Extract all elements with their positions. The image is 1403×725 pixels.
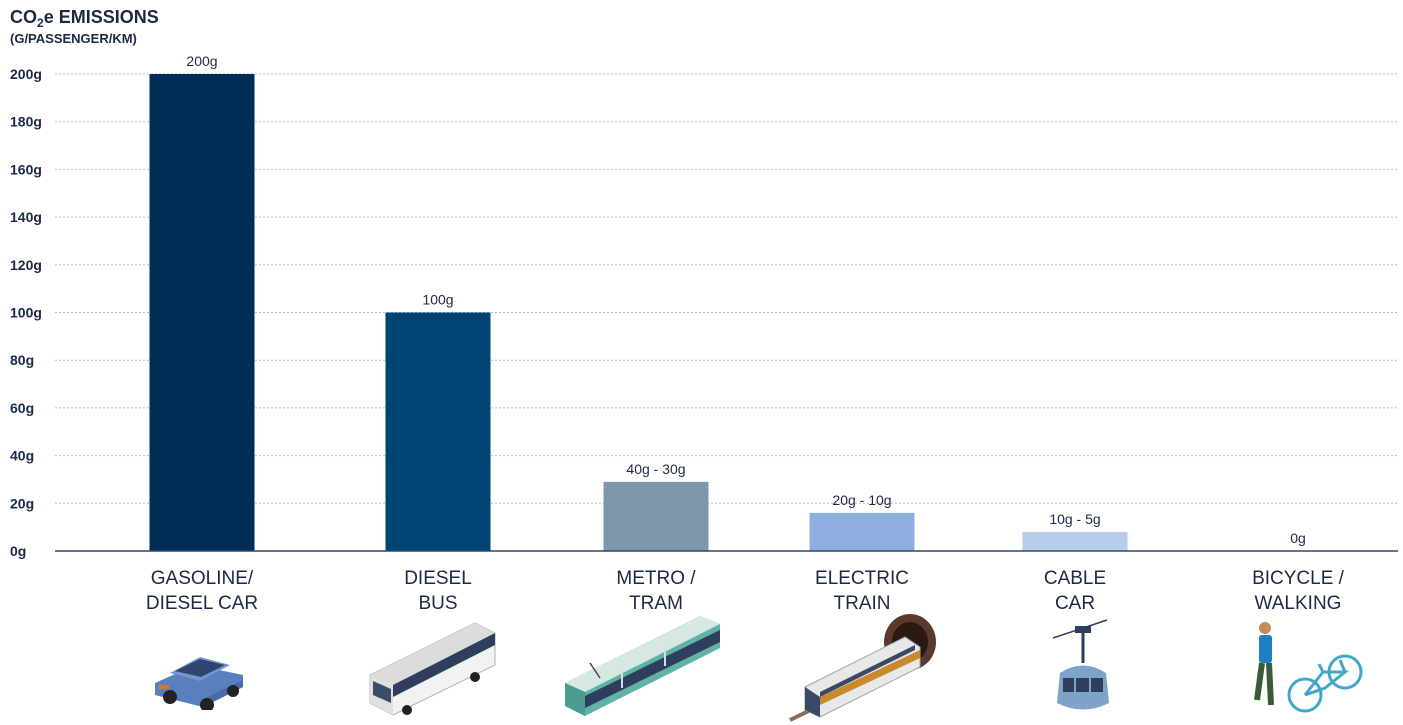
x-category-label: DIESEL (404, 568, 472, 589)
data-label: 40g - 30g (626, 461, 685, 477)
tram-icon (565, 616, 720, 716)
bar (603, 481, 709, 551)
y-tick-label: 100g (10, 305, 42, 321)
x-category-label: WALKING (1255, 593, 1342, 614)
bar (1022, 531, 1128, 551)
x-category-label: TRAM (629, 593, 683, 614)
bar (385, 312, 491, 551)
title-subscript: 2 (37, 16, 44, 30)
data-label: 10g - 5g (1049, 511, 1100, 527)
pedestrian-bicycle-icon (1254, 622, 1363, 713)
y-tick-label: 0g (10, 543, 26, 559)
y-tick-label: 200g (10, 66, 42, 82)
x-category-label: BICYCLE / (1252, 568, 1345, 589)
x-category-label: GASOLINE/ (151, 568, 254, 589)
x-category-label: ELECTRIC (815, 568, 909, 589)
y-tick-label: 40g (10, 448, 34, 464)
x-category-label: BUS (418, 593, 457, 614)
bar (809, 512, 915, 551)
y-tick-label: 140g (10, 209, 42, 225)
y-tick-label: 120g (10, 257, 42, 273)
city-bus-icon (369, 622, 496, 716)
x-category-label: TRAIN (834, 593, 891, 614)
bar (149, 74, 255, 551)
gridlines (55, 73, 1398, 504)
x-category-label: CABLE (1044, 568, 1106, 589)
y-tick-label: 60g (10, 400, 34, 416)
y-tick-label: 80g (10, 352, 34, 368)
y-axis-ticks: 0g 20g 40g 60g 80g 100g 120g 140g 160g 180g 200g (10, 66, 42, 559)
data-label: 200g (186, 53, 217, 69)
x-category-label: METRO / (616, 568, 696, 589)
data-label: 100g (422, 292, 453, 308)
data-labels: 200g 100g 40g - 30g 20g - 10g 10g - 5g 0g (186, 53, 1305, 546)
data-label: 20g - 10g (832, 492, 891, 508)
suv-car-icon (155, 657, 243, 710)
y-tick-label: 20g (10, 495, 34, 511)
data-label: 0g (1290, 530, 1306, 546)
title-part-co: CO (10, 7, 37, 27)
y-tick-label: 180g (10, 114, 42, 130)
bars (149, 74, 1128, 551)
x-category-label: DIESEL CAR (146, 593, 258, 614)
cable-car-icon (1052, 619, 1109, 710)
y-tick-label: 160g (10, 161, 42, 177)
electric-train-icon (789, 614, 936, 722)
chart-subtitle: (G/PASSENGER/KM) (10, 31, 137, 46)
title-part-emissions: e EMISSIONS (43, 7, 159, 27)
x-category-label: CAR (1055, 593, 1095, 614)
category-labels: GASOLINE/DIESEL CAR DIESEL BUS METRO / TRAM E… (146, 568, 1345, 614)
chart-title: CO2e EMISSIONS (10, 7, 159, 30)
